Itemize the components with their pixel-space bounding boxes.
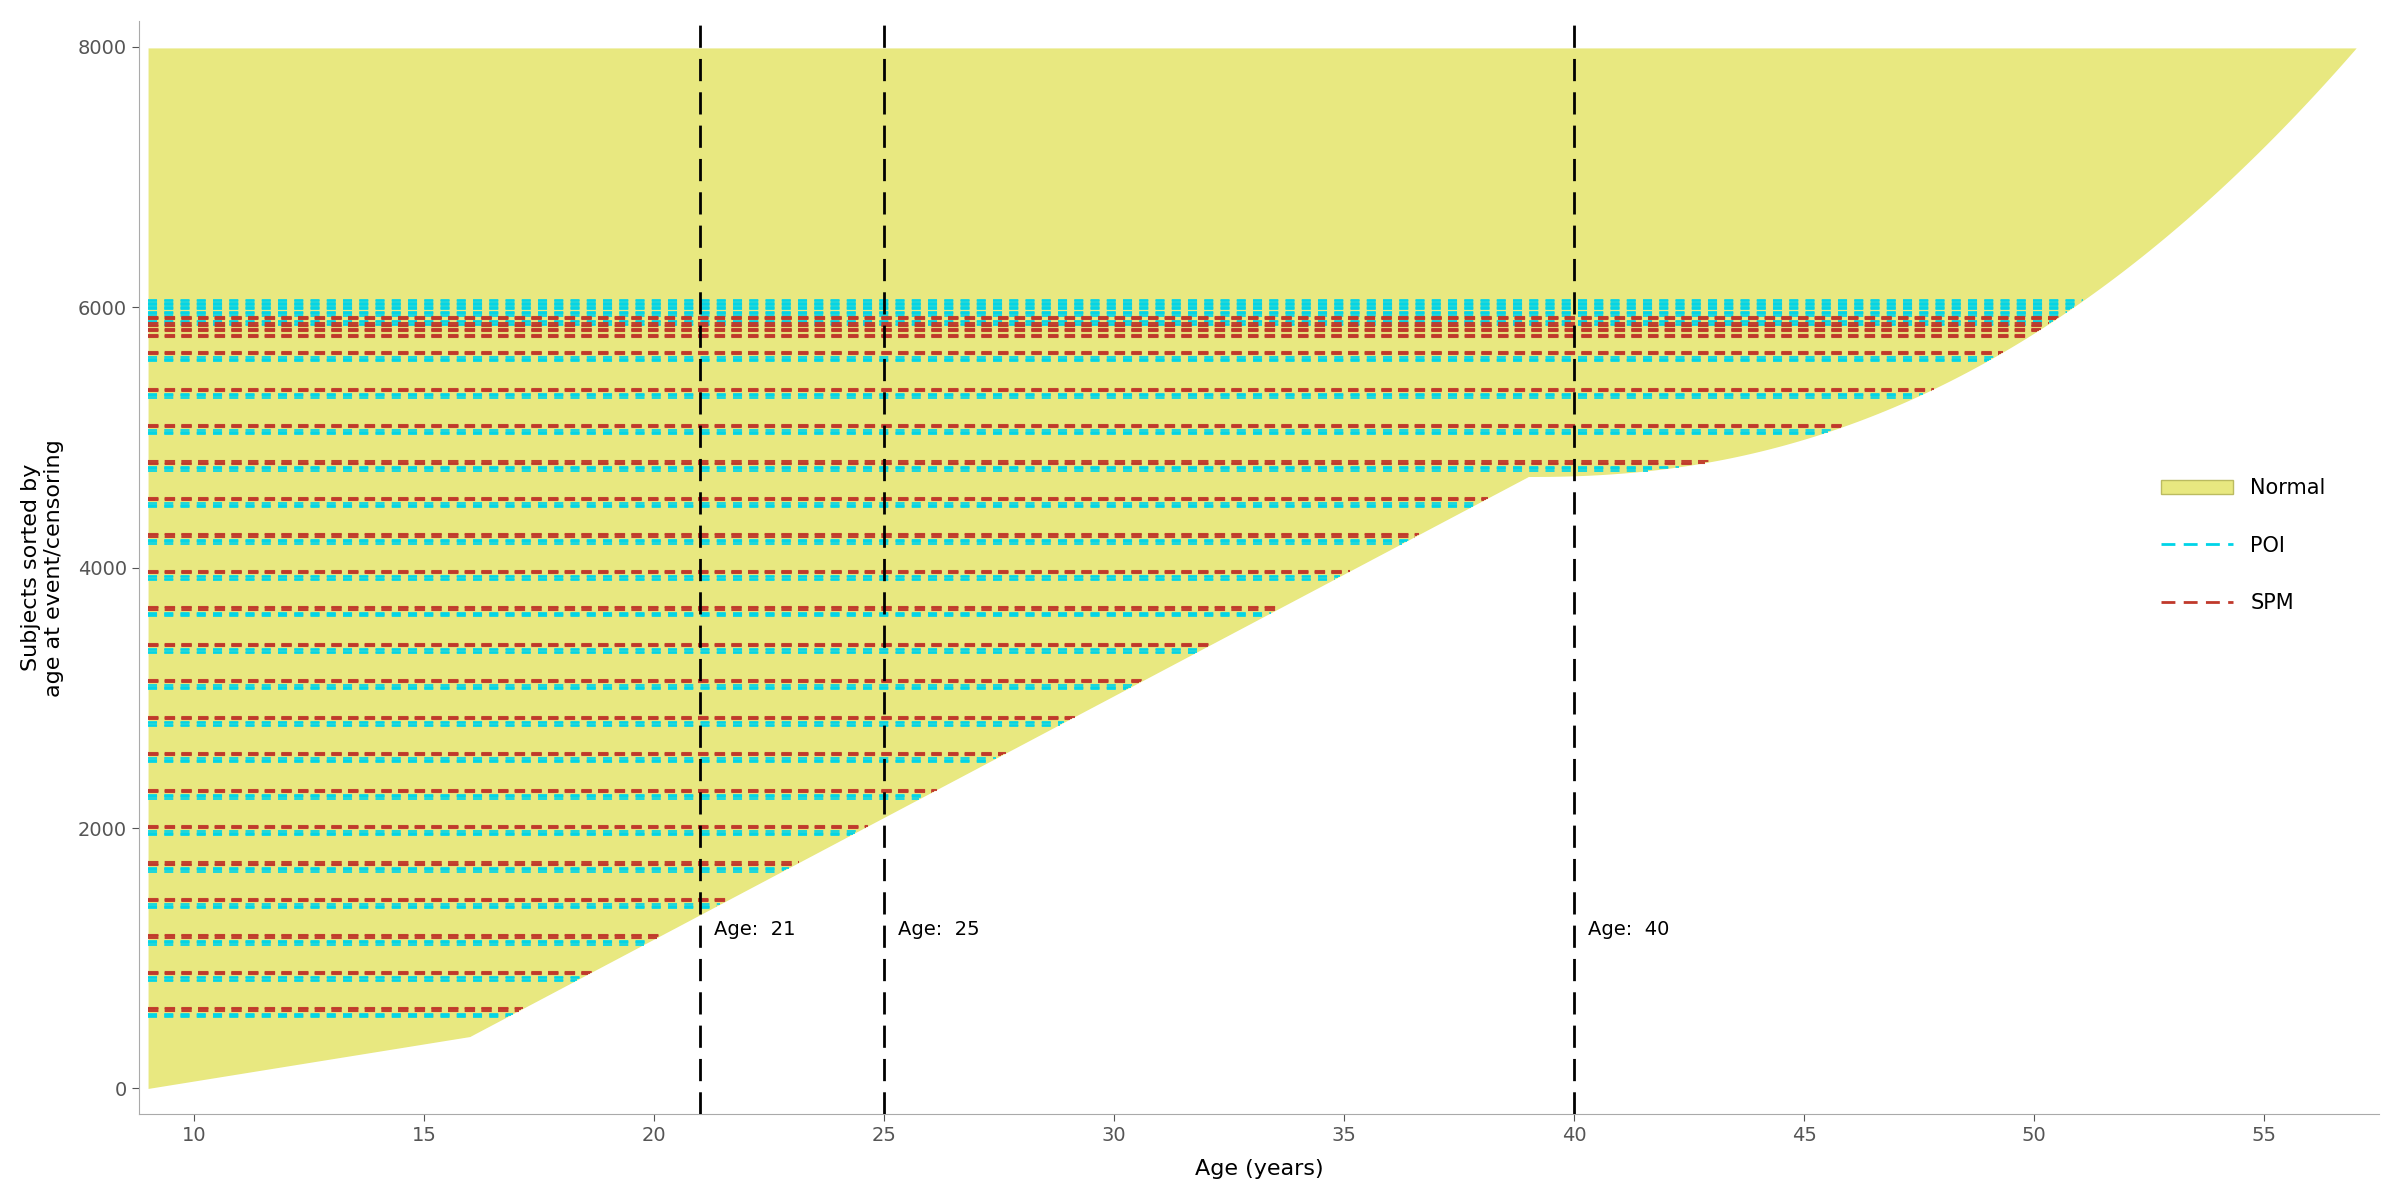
Text: Age:  40: Age: 40 xyxy=(1589,919,1670,938)
X-axis label: Age (years): Age (years) xyxy=(1195,1159,1322,1180)
Y-axis label: Subjects sorted by
age at event/censoring: Subjects sorted by age at event/censorin… xyxy=(22,439,65,696)
Text: Age:  21: Age: 21 xyxy=(713,919,794,938)
Text: Age:  25: Age: 25 xyxy=(898,919,979,938)
Legend: Normal, POI, SPM: Normal, POI, SPM xyxy=(2141,457,2347,634)
